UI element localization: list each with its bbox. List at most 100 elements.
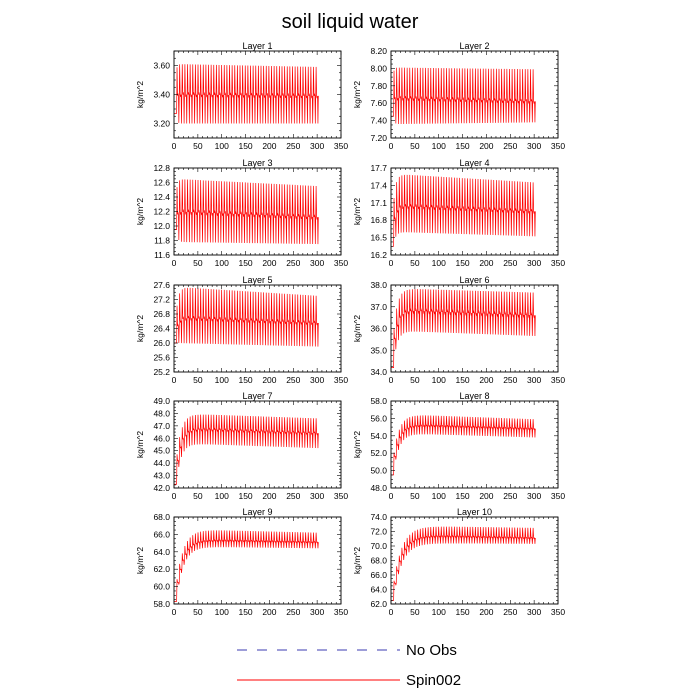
x-tick-label: 100 [215,141,229,151]
panel-title: Layer 9 [242,507,272,517]
y-tick-label: 48.0 [370,483,387,493]
plot-frame [173,516,342,605]
y-tick-label: 7.60 [370,98,387,108]
y-tick-label: 17.7 [370,163,387,173]
x-tick-label: 150 [238,258,252,268]
legend-label-spin002: Spin002 [406,672,461,689]
x-tick-label: 50 [193,607,203,617]
x-tick-label: 200 [262,491,276,501]
y-tick-label: 56.0 [370,413,387,423]
y-tick-label: 66.0 [153,529,170,539]
x-tick-label: 350 [551,491,565,501]
x-tick-label: 50 [410,141,420,151]
panel-layer-8: Layer 8 kg/m^2 0 50 100 150 200 250 300 350 48.0 50… [352,391,565,501]
y-tick-label: 64.0 [153,547,170,557]
x-tick-label: 0 [389,491,394,501]
y-tick-label: 12.2 [153,207,170,217]
y-tick-label: 37.0 [370,302,387,312]
y-tick-label: 70.0 [370,541,387,551]
x-tick-label: 350 [334,375,348,385]
x-tick-label: 150 [455,258,469,268]
series-line-spin002 [391,289,536,368]
x-tick-label: 50 [410,258,420,268]
x-tick-label: 300 [310,375,324,385]
x-tick-label: 50 [193,491,203,501]
panel-layer-3: Layer 3 kg/m^2 0 50 100 150 200 250 300 350 11.6 11… [135,158,348,268]
y-tick-label: 48.0 [153,408,170,418]
series-line-spin002 [174,530,319,602]
x-tick-label: 300 [310,491,324,501]
y-tick-label: 68.0 [153,512,170,522]
x-tick-label: 150 [238,491,252,501]
x-tick-label: 350 [551,141,565,151]
x-tick-label: 250 [503,141,517,151]
x-tick-label: 0 [172,491,177,501]
x-tick-label: 200 [479,141,493,151]
x-tick-label: 0 [389,607,394,617]
y-tick-label: 74.0 [370,512,387,522]
x-tick-label: 50 [193,375,203,385]
x-tick-label: 300 [527,258,541,268]
series-line-spin002 [174,414,319,485]
x-tick-label: 0 [172,141,177,151]
figure-title: soil liquid water [282,11,419,33]
x-tick-label: 200 [479,491,493,501]
x-tick-label: 0 [389,258,394,268]
series-line-spin002 [174,179,319,245]
y-tick-label: 46.0 [153,433,170,443]
panel-title: Layer 3 [242,158,272,168]
series-line-spin002 [174,64,319,124]
panel-title: Layer 5 [242,275,272,285]
y-tick-label: 7.20 [370,133,387,143]
x-tick-label: 250 [286,375,300,385]
x-tick-label: 350 [551,375,565,385]
x-tick-label: 100 [215,258,229,268]
y-tick-label: 68.0 [370,556,387,566]
x-tick-label: 350 [551,607,565,617]
y-tick-label: 66.0 [370,570,387,580]
x-tick-label: 300 [310,607,324,617]
y-axis-label: kg/m^2 [352,81,362,108]
y-tick-label: 26.4 [153,324,170,334]
y-tick-label: 49.0 [153,396,170,406]
x-tick-label: 150 [455,607,469,617]
x-tick-label: 0 [172,258,177,268]
y-tick-label: 3.60 [153,61,170,71]
y-tick-label: 3.40 [153,90,170,100]
y-tick-label: 26.0 [153,338,170,348]
y-tick-label: 16.8 [370,215,387,225]
y-tick-label: 12.8 [153,163,170,173]
x-tick-label: 200 [479,375,493,385]
y-tick-label: 72.0 [370,527,387,537]
panel-layer-1: Layer 1 kg/m^2 0 50 100 150 200 250 300 350 3.20 3.… [135,41,348,151]
x-tick-label: 300 [310,258,324,268]
y-tick-label: 8.20 [370,46,387,56]
y-tick-label: 58.0 [153,599,170,609]
x-tick-label: 300 [527,375,541,385]
plot-frame [390,400,559,489]
x-tick-label: 250 [286,258,300,268]
y-tick-label: 44.0 [153,458,170,468]
x-tick-label: 300 [527,141,541,151]
y-tick-label: 35.0 [370,345,387,355]
y-axis-label: kg/m^2 [135,547,145,574]
y-tick-label: 27.6 [153,280,170,290]
x-tick-label: 300 [310,141,324,151]
y-tick-label: 43.0 [153,471,170,481]
y-tick-label: 12.6 [153,178,170,188]
y-axis-label: kg/m^2 [352,315,362,342]
panel-layer-5: Layer 5 kg/m^2 0 50 100 150 200 250 300 350 25.2 25… [135,275,348,385]
y-tick-label: 58.0 [370,396,387,406]
y-tick-label: 17.1 [370,198,387,208]
y-tick-label: 11.8 [154,236,170,246]
panel-title: Layer 1 [242,41,272,51]
x-tick-label: 100 [215,607,229,617]
x-tick-label: 100 [432,607,446,617]
x-tick-label: 100 [432,258,446,268]
x-tick-label: 100 [215,375,229,385]
x-tick-label: 150 [238,375,252,385]
x-tick-label: 100 [432,491,446,501]
x-tick-label: 50 [410,607,420,617]
y-tick-label: 25.6 [153,353,170,363]
